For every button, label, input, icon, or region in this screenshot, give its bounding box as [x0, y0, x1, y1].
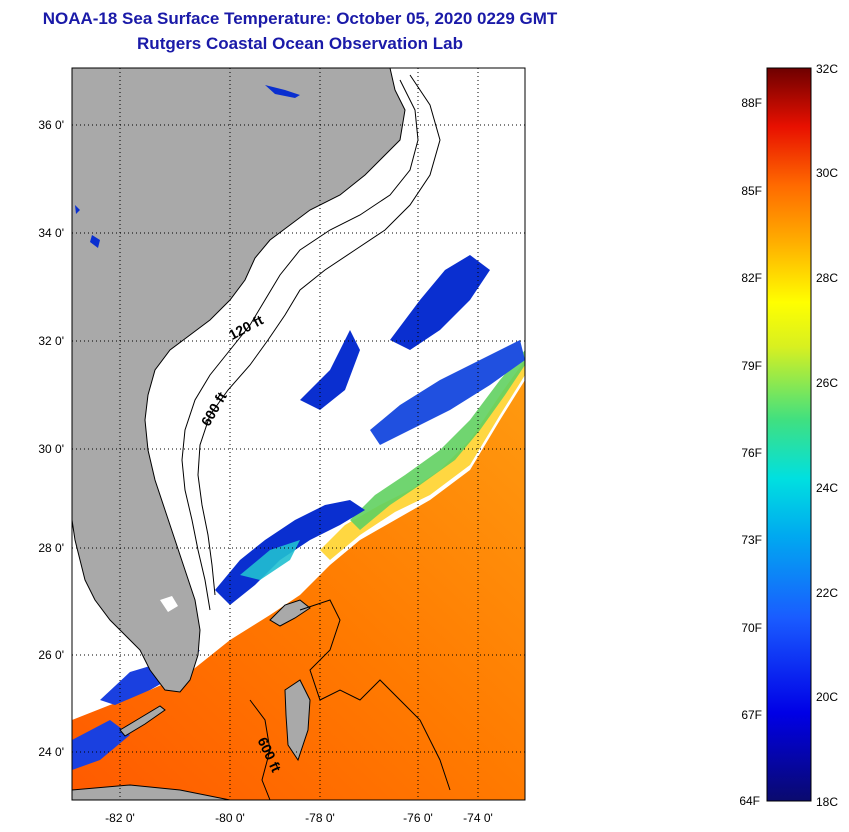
colorbar-c-label: 30C: [816, 166, 838, 180]
warm-water-region: [72, 380, 525, 800]
map-frame: [71, 67, 526, 801]
colorbar-f-label: 85F: [741, 184, 762, 198]
map-title: NOAA-18 Sea Surface Temperature: October…: [42, 9, 558, 28]
teal-water-patch: [240, 540, 300, 580]
lat-tick-label: 28 0': [38, 541, 64, 555]
map-panel: 120 ft 600 ft 600 ft: [72, 68, 525, 800]
lon-tick-label: -80 0': [215, 811, 245, 825]
lake-okeechobee: [160, 596, 178, 612]
colorbar-f-label: 82F: [741, 271, 762, 285]
colorbar-gradient: [766, 67, 812, 802]
lon-tick-label: -78 0': [305, 811, 335, 825]
lat-axis: 36 0' 34 0' 32 0' 30 0' 28 0' 26 0' 24 0…: [38, 118, 64, 759]
lon-axis: -82 0' -80 0' -78 0' -76 0' -74 0': [105, 811, 493, 825]
colorbar-c-label: 18C: [816, 795, 838, 809]
lon-tick-label: -82 0': [105, 811, 135, 825]
land-bahamas-north: [269, 599, 311, 627]
cool-water-offshore: [300, 330, 360, 410]
colorbar-c-label: 22C: [816, 586, 838, 600]
lon-tick-label: -74 0': [463, 811, 493, 825]
colorbar-f-labels: 88F 85F 82F 79F 76F 73F 70F 67F 64F: [739, 96, 762, 808]
colorbar-f-label: 70F: [741, 621, 762, 635]
lat-tick-label: 36 0': [38, 118, 64, 132]
colorbar-f-label: 67F: [741, 708, 762, 722]
lat-tick-label: 26 0': [38, 648, 64, 662]
cool-water-east: [370, 340, 525, 445]
contour-bahamas-2: [249, 699, 271, 800]
lat-tick-label: 24 0': [38, 745, 64, 759]
colorbar-c-label: 20C: [816, 690, 838, 704]
land-cuba: [72, 784, 231, 800]
colorbar-f-label: 79F: [741, 359, 762, 373]
colorbar-c-labels: 32C 30C 28C 26C 24C 22C 20C 18C: [816, 62, 838, 809]
colorbar-c-label: 28C: [816, 271, 838, 285]
lat-tick-label: 34 0': [38, 226, 64, 240]
contour-120ft: [181, 79, 419, 611]
land-mainland: [72, 68, 406, 693]
lon-tick-label: -76 0': [403, 811, 433, 825]
lat-tick-label: 30 0': [38, 442, 64, 456]
land-andros: [284, 679, 311, 762]
colorbar-f-label: 88F: [741, 96, 762, 110]
cool-water-north: [390, 255, 490, 350]
lake: [75, 205, 80, 214]
colorbar-f-label: 76F: [741, 446, 762, 460]
lat-tick-label: 32 0': [38, 334, 64, 348]
colorbar-c-label: 32C: [816, 62, 838, 76]
cool-water-keys: [72, 720, 130, 770]
lake: [90, 235, 100, 248]
map-subtitle: Rutgers Coastal Ocean Observation Lab: [137, 34, 463, 53]
colorbar-f-label: 73F: [741, 533, 762, 547]
colorbar: 88F 85F 82F 79F 76F 73F 70F 67F 64F 32C …: [739, 62, 838, 809]
contour-600ft: [197, 74, 441, 596]
contour-bahamas: [299, 599, 451, 791]
lake: [265, 85, 300, 98]
colorbar-c-label: 26C: [816, 376, 838, 390]
land-keys: [119, 705, 166, 737]
colorbar-f-label: 64F: [739, 794, 760, 808]
colorbar-c-label: 24C: [816, 481, 838, 495]
green-temp-patches: [350, 350, 525, 530]
